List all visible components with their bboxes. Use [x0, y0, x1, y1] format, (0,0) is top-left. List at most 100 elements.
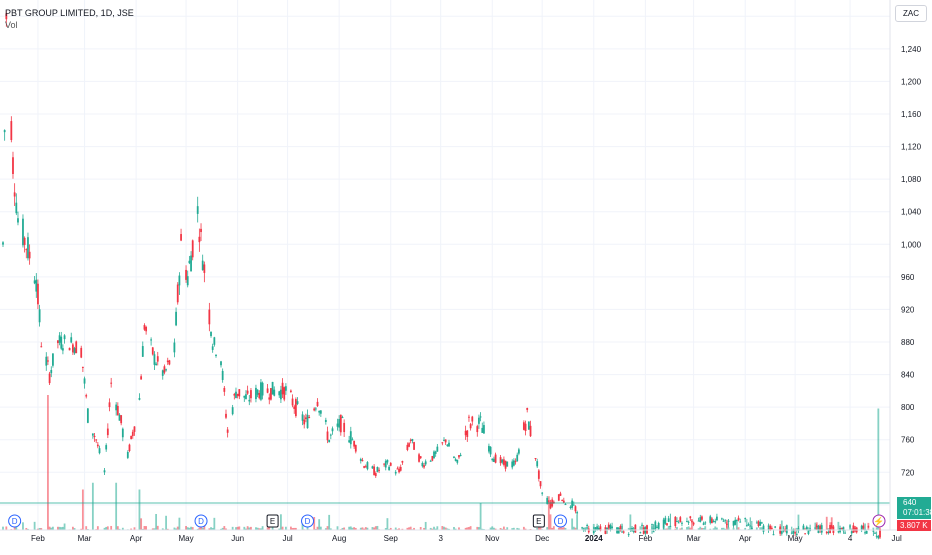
- candle-body: [203, 264, 206, 273]
- earnings-icon[interactable]: E: [266, 514, 279, 528]
- time-axis[interactable]: Feb Mar Apr May Jun Jul Aug Sep 3 Nov Dec 2024 Feb Ma…: [31, 534, 902, 543]
- volume-bar: [145, 526, 148, 530]
- candle-body: [166, 360, 169, 363]
- candle-body: [697, 520, 700, 522]
- dividend-icon[interactable]: D: [194, 514, 208, 528]
- candle-body: [339, 414, 342, 433]
- candle-body: [62, 348, 64, 351]
- dividend-icon[interactable]: D: [553, 514, 567, 528]
- volume-bar: [256, 527, 259, 530]
- candle-body: [213, 337, 216, 345]
- candle-body: [85, 395, 88, 397]
- candle-body: [163, 366, 166, 373]
- volume-bar: [324, 528, 327, 530]
- price-tick-label: 720: [901, 468, 915, 477]
- price-tick-label: 880: [901, 338, 915, 347]
- volume-bar: [804, 527, 807, 530]
- lightning-icon[interactable]: ⚡: [872, 514, 886, 528]
- volume-bar: [639, 526, 642, 530]
- candle-body: [343, 422, 346, 433]
- volume-bar: [80, 528, 83, 530]
- candle-body: [243, 395, 246, 398]
- candle-body: [40, 346, 43, 348]
- volume-bar: [243, 526, 246, 530]
- volume-bar: [691, 519, 693, 530]
- price-tick-label: 920: [901, 305, 915, 314]
- price-tick-label: 1,160: [901, 110, 922, 119]
- time-tick-label: Apr: [739, 534, 752, 543]
- candle-body: [141, 346, 144, 357]
- candle-body: [103, 470, 106, 473]
- volume-bar: [140, 518, 143, 530]
- volume-bar: [291, 528, 294, 530]
- candle-body: [850, 531, 853, 534]
- volume-bar: [458, 527, 460, 530]
- candle-body: [329, 434, 332, 436]
- candle-body: [448, 442, 450, 447]
- candle-body: [301, 414, 304, 421]
- candle-body: [529, 425, 532, 437]
- price-tick-label: 1,080: [901, 175, 922, 184]
- candle-body: [359, 459, 362, 461]
- candle-body: [677, 522, 680, 524]
- volume-bar: [329, 528, 332, 530]
- dividend-icon[interactable]: D: [8, 514, 22, 528]
- candle-body: [760, 522, 763, 524]
- volume-bar: [825, 516, 828, 530]
- volume-bar: [389, 527, 392, 530]
- candle-body: [817, 525, 820, 533]
- candle-body: [639, 532, 642, 534]
- candle-body: [215, 354, 217, 357]
- volume-bar: [704, 526, 707, 530]
- volume-bar: [674, 528, 677, 530]
- candle-body: [506, 461, 509, 467]
- candle-body: [318, 410, 321, 413]
- volume-bar: [118, 528, 121, 530]
- volume-bar: [446, 528, 449, 530]
- time-tick-label: Jul: [892, 534, 902, 543]
- candle-body: [389, 462, 392, 466]
- candle-body: [662, 519, 665, 528]
- volume-bar: [537, 527, 540, 530]
- volume-bar: [423, 527, 425, 530]
- earnings-icon[interactable]: E: [532, 514, 545, 528]
- candle-body: [221, 370, 224, 380]
- candle-body: [190, 255, 192, 272]
- volume-bar: [479, 503, 482, 530]
- time-tick-label: Feb: [638, 534, 652, 543]
- candle-body: [537, 470, 540, 479]
- volume-bar: [549, 514, 552, 530]
- candle-body: [815, 525, 818, 528]
- candle-body: [712, 520, 715, 522]
- volume-bar: [130, 528, 133, 530]
- time-tick-label: Sep: [384, 534, 399, 543]
- candle-body: [606, 527, 608, 529]
- candle-body: [549, 502, 552, 509]
- candle-body: [727, 520, 730, 522]
- candle-body: [98, 448, 101, 454]
- candle-body: [794, 532, 797, 534]
- candle-body: [596, 526, 598, 531]
- candle-body: [569, 506, 572, 508]
- candle-body: [261, 382, 264, 396]
- candle-body: [383, 463, 385, 465]
- candle-body: [679, 517, 682, 522]
- candle-body: [674, 516, 677, 527]
- volume-bar: [413, 527, 415, 530]
- candle-body: [178, 275, 181, 286]
- candle-body: [168, 360, 171, 365]
- volume-bar: [444, 527, 447, 530]
- volume-bar: [341, 527, 344, 530]
- dividend-icon[interactable]: D: [301, 514, 315, 528]
- currency-button[interactable]: ZAC: [895, 5, 927, 22]
- candle-body: [45, 356, 48, 366]
- candle-body: [561, 500, 564, 502]
- volume-bar: [248, 527, 251, 530]
- price-axis[interactable]: 6807207608008408809209601,0001,0401,0801…: [901, 12, 922, 510]
- candle-body: [341, 417, 344, 419]
- volume-bar: [443, 526, 445, 530]
- candle-body: [338, 419, 341, 428]
- last-price-value: 640: [903, 498, 917, 507]
